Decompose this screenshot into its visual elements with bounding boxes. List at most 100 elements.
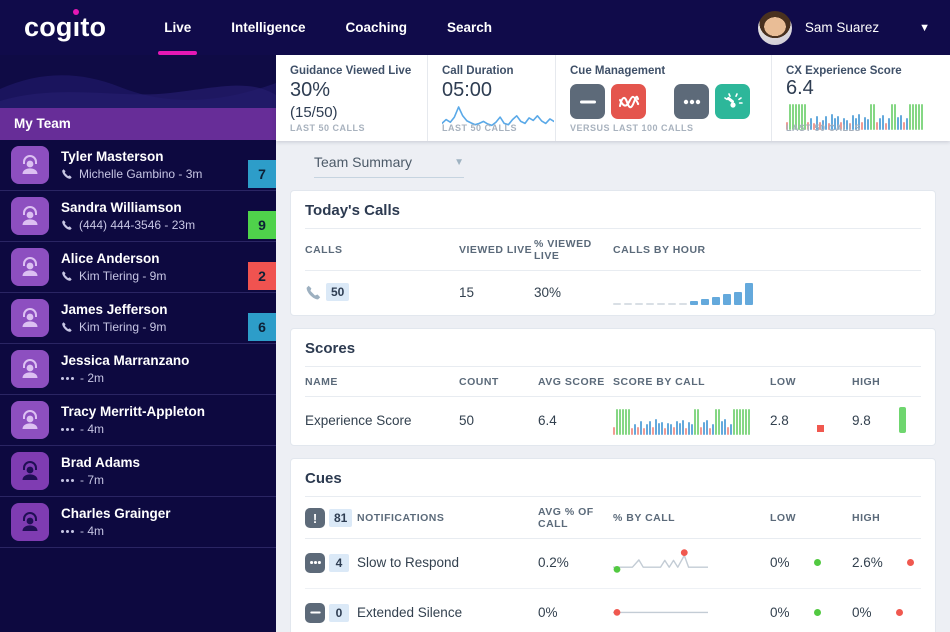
team-summary-select[interactable]: Team Summary ▼ [314,154,464,178]
cues-card: Cues ! 81 NOTIFICATIONS AVG % OF CALL % … [290,458,936,632]
main-content: Team Summary ▼ Today's Calls CALLS VIEWE… [276,141,950,632]
score-high-cell: 9.8 [852,407,921,433]
member-info: Alice Anderson Kim Tiering - 9m [61,251,166,283]
column-header: HIGH [852,376,881,388]
cue-high-cell: 2.6% [852,555,921,570]
nav-tabs: Live Intelligence Coaching Search [158,0,493,55]
nav-tab-coaching[interactable]: Coaching [345,20,408,35]
chevron-down-icon[interactable]: ▼ [919,21,930,34]
cue-low-value: 0% [770,605,790,620]
team-member-row[interactable]: Charles Grainger - 4m [0,497,276,548]
column-header: AVG SCORE [538,376,605,388]
column-header: LOW [770,376,796,388]
member-status: - 4m [61,422,205,436]
card-title: Today's Calls [305,191,921,229]
top-nav: cogı to Live Intelligence Coaching Search Sa… [0,0,950,55]
metric-guidance-viewed-live: Guidance Viewed Live 30% (15/50) LAST 50… [276,55,428,141]
member-status-text: - 4m [80,422,104,436]
cue-icon-count: 4 [305,552,357,573]
agent-avatar [11,503,49,541]
member-status: Michelle Gambino - 3m [61,167,202,181]
metric-cx-experience-score: CX Experience Score 6.4 LAST 50 CALLS [772,55,950,141]
team-sidebar: My Team Tyler Masterson Michelle Gambino … [0,55,276,632]
column-header: % BY CALL [613,512,676,524]
user-menu[interactable]: Sam Suarez ▼ [757,10,930,45]
phone-icon [62,220,72,230]
calls-count: 50 [326,283,350,301]
member-status-text: Michelle Gambino - 3m [79,167,203,181]
score-count: 50 [459,412,475,428]
energy-wave-icon [611,84,646,119]
member-info: James Jefferson Kim Tiering - 9m [61,302,168,334]
headset-agent-icon [22,410,38,429]
low-dot-icon [813,609,821,616]
slow-to-respond-icon [674,84,709,119]
metric-call-duration: Call Duration 05:00 LAST 50 CALLS [428,55,556,141]
calls-cell: 50 [305,283,459,301]
phone-icon [306,285,321,299]
cue-count-badge: 2 [248,262,276,290]
phone-icon [62,322,72,332]
headset-agent-icon [22,359,38,378]
cue-count-badge: 6 [248,313,276,341]
metric-cue-management: Cue Management [556,55,772,141]
team-member-row[interactable]: Tracy Merritt-Appleton - 4m [0,395,276,446]
column-header: AVG % OF CALL [538,506,594,530]
metric-value: 05:00 [442,79,493,101]
nav-tab-live[interactable]: Live [158,0,198,55]
team-member-row[interactable]: Brad Adams - 7m [0,446,276,497]
viewed-live-value: 15 [459,284,475,300]
metric-strip: Guidance Viewed Live 30% (15/50) LAST 50… [276,55,950,141]
ellipsis-icon [61,478,74,482]
headset-agent-icon [22,257,38,276]
team-member-row[interactable]: Jessica Marranzano - 2m [0,344,276,395]
agent-avatar [11,146,49,184]
phone-icon [62,271,72,281]
member-status: Kim Tiering - 9m [61,269,166,283]
team-member-row[interactable]: Tyler Masterson Michelle Gambino - 3m 7 [0,140,276,191]
nav-tab-intelligence[interactable]: Intelligence [231,20,306,35]
metric-value: 30% [290,79,331,101]
member-status: - 2m [61,371,189,385]
cues-total-cell: ! 81 [305,508,357,528]
agent-avatar [11,401,49,439]
cue-rows: 4 Slow to Respond 0.2% 0% 2.6% 0 Extended Sile… [305,539,921,632]
cue-high-cell: 0% [852,605,921,620]
score-low-value: 2.8 [770,412,789,428]
cues-header: ! 81 NOTIFICATIONS AVG % OF CALL % BY CA… [305,497,921,539]
column-header: VIEWED LIVE [459,244,533,256]
member-status-text: (444) 444-3546 - 23m [79,218,196,232]
todays-calls-header: CALLS VIEWED LIVE % VIEWED LIVE CALLS BY… [305,229,921,271]
low-dot-icon [813,559,821,566]
member-name: Brad Adams [61,455,141,470]
call-duration-sparkline [441,105,555,136]
cogito-logo: cogı to [24,9,106,41]
team-member-row[interactable]: James Jefferson Kim Tiering - 9m 6 [0,293,276,344]
cue-icon-count: 0 [305,602,357,623]
team-member-row[interactable]: Sandra Williamson (444) 444-3546 - 23m 9 [0,191,276,242]
cue-low-cell: 0% [770,555,852,570]
team-header: My Team [0,108,276,140]
member-status-text: Kim Tiering - 9m [79,320,167,334]
user-avatar[interactable] [757,10,792,45]
team-member-list: Tyler Masterson Michelle Gambino - 3m 7 San… [0,140,276,548]
column-header: LOW [770,512,796,524]
cue-avg-pct: 0% [538,605,558,620]
slow-to-respond-icon [305,552,325,573]
headset-agent-icon [22,155,38,174]
member-status: (444) 444-3546 - 23m [61,218,195,232]
member-status: - 4m [61,524,171,538]
nav-tab-search[interactable]: Search [447,20,493,35]
team-member-row[interactable]: Alice Anderson Kim Tiering - 9m 2 [0,242,276,293]
cue-row: 4 Slow to Respond 0.2% 0% 2.6% [305,539,921,589]
ellipsis-icon [61,427,74,431]
speaking-pace-gauge-icon [715,84,750,119]
headset-agent-icon [22,461,38,480]
logo-pink-dot-icon [73,9,80,15]
pct-viewed-live-value: 30% [534,284,562,300]
user-name: Sam Suarez [804,20,880,35]
agent-avatar [11,350,49,388]
logo-i: ı [73,9,81,41]
column-header: COUNT [459,376,499,388]
cue-high-value: 2.6% [852,555,883,570]
